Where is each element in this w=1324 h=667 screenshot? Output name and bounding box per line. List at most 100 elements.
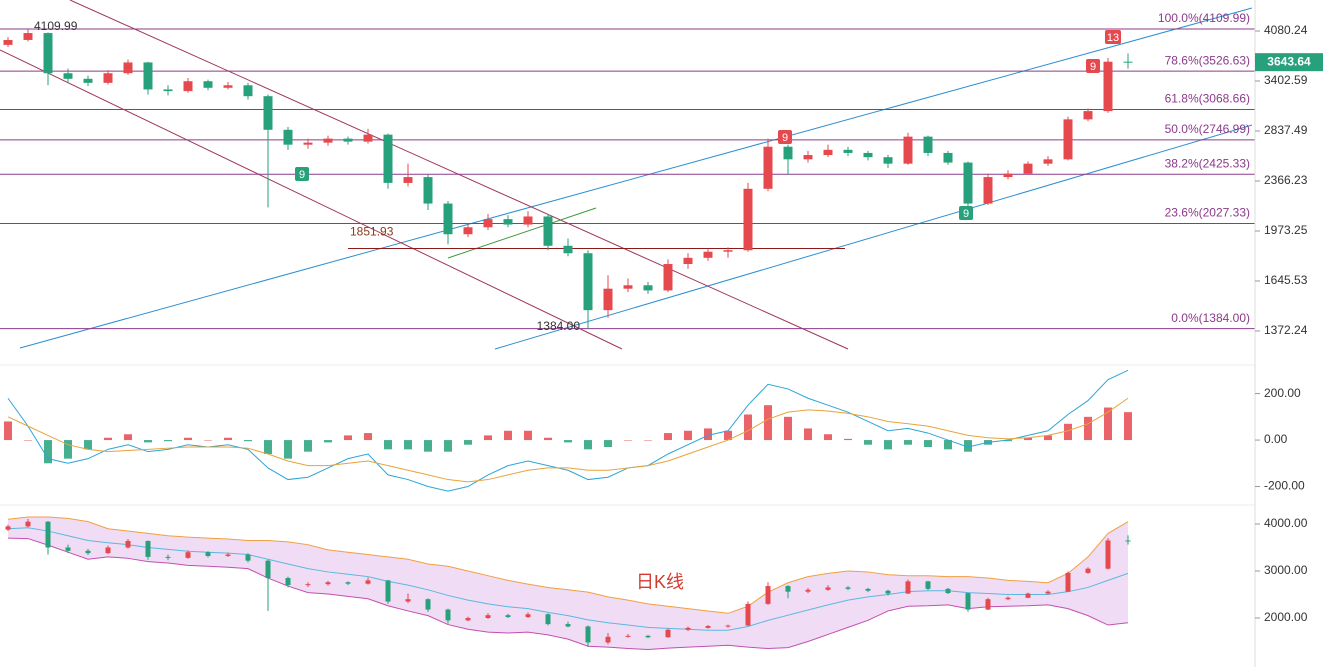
candle-body [425, 599, 431, 610]
candle-body [283, 129, 293, 145]
candle-body [885, 590, 891, 594]
candle-body [1083, 111, 1093, 120]
candle-body [403, 177, 413, 183]
macd-bar [1004, 440, 1012, 442]
candle-body [505, 615, 511, 618]
macd-bar [544, 437, 552, 441]
macd-bar [864, 440, 872, 445]
candle-body [145, 540, 151, 557]
candle-body [925, 581, 931, 589]
macd-bar [464, 440, 472, 445]
candle-body [385, 580, 391, 602]
setup-box [959, 206, 973, 220]
candle-body [23, 33, 33, 40]
high-label: 4109.99 [34, 19, 78, 33]
candle-body [825, 587, 831, 590]
macd-bar [1064, 423, 1072, 441]
candle-body [1065, 572, 1071, 592]
macd-bar [264, 440, 272, 454]
candle-body [343, 138, 353, 142]
candle-body [963, 162, 973, 204]
macd-bar [744, 414, 752, 441]
candle-body [165, 556, 171, 558]
macd-bar [604, 440, 612, 448]
macd-bar [104, 437, 112, 441]
candle-body [143, 62, 153, 90]
candle-body [565, 624, 571, 627]
candle-body [363, 134, 373, 142]
setup-mark: 9 [782, 132, 788, 144]
trend-line [447, 207, 597, 259]
candle-body [803, 155, 813, 160]
candle-body [105, 547, 111, 554]
macd-bar [124, 434, 132, 441]
candle-body [945, 588, 951, 594]
y-tick-label: 3402.59 [1264, 73, 1308, 87]
candle-body [323, 138, 333, 143]
candle-body [63, 73, 73, 79]
candle-body [823, 149, 833, 156]
candle-body [525, 614, 531, 618]
macd-bar [884, 440, 892, 450]
candle-body [1025, 593, 1031, 598]
candle-body [423, 177, 433, 204]
macd-bar [284, 440, 292, 459]
candle-body [485, 615, 491, 618]
macd-bar [44, 440, 52, 464]
candle-body [45, 521, 51, 548]
candle-body [123, 62, 133, 74]
candle-body [643, 285, 653, 291]
price-tag-label: 3643.64 [1267, 54, 1311, 68]
macd-bar [84, 440, 92, 450]
candle-body [83, 78, 93, 83]
setup-box [1105, 30, 1121, 44]
setup-mark: 9 [1090, 61, 1096, 73]
candle-body [1023, 163, 1033, 174]
macd-bar [904, 440, 912, 445]
macd-bar [404, 440, 412, 450]
y-tick-label: 200.00 [1264, 386, 1301, 400]
macd-bar [384, 440, 392, 450]
candle-body [723, 250, 733, 252]
candle-body [183, 81, 193, 92]
macd-bar [1124, 412, 1132, 441]
candle-body [223, 85, 233, 88]
candle-body [883, 157, 893, 164]
candle-body [683, 257, 693, 265]
macd-bar [964, 440, 972, 452]
fib-label: 38.2%(2425.33) [1165, 156, 1250, 170]
candle-body [703, 251, 713, 258]
band-line [7, 527, 1129, 631]
setup-marks: 9 9 9 9 13 [295, 30, 1121, 220]
macd-bar [1084, 416, 1092, 441]
macd-bar [704, 428, 712, 441]
candle-body [125, 540, 131, 548]
candle-body [5, 526, 11, 530]
candle-body [983, 177, 993, 204]
candle-body [605, 636, 611, 643]
macd-bar [424, 440, 432, 452]
candle-body [903, 136, 913, 164]
candle-body [965, 593, 971, 610]
candle-body [805, 589, 811, 592]
macd-bar [664, 433, 672, 441]
macd-bar [584, 440, 592, 450]
candle-body [503, 219, 513, 225]
candle-body [905, 581, 911, 594]
candle-body [585, 626, 591, 643]
macd-bar [844, 438, 852, 441]
candle-body [85, 550, 91, 554]
setup-box [1086, 59, 1100, 73]
macd-bar [484, 435, 492, 441]
candle-body [225, 554, 231, 556]
candle-body [245, 554, 251, 561]
macd-bar [804, 428, 812, 441]
macd-bar [304, 440, 312, 452]
candle-body [243, 85, 253, 97]
low-label: 1384.00 [537, 319, 581, 333]
macd-bar [924, 440, 932, 448]
macd-bar [164, 440, 172, 442]
macd-bar [344, 435, 352, 441]
macd-bar [184, 437, 192, 441]
level-label: 1851.93 [350, 225, 394, 239]
